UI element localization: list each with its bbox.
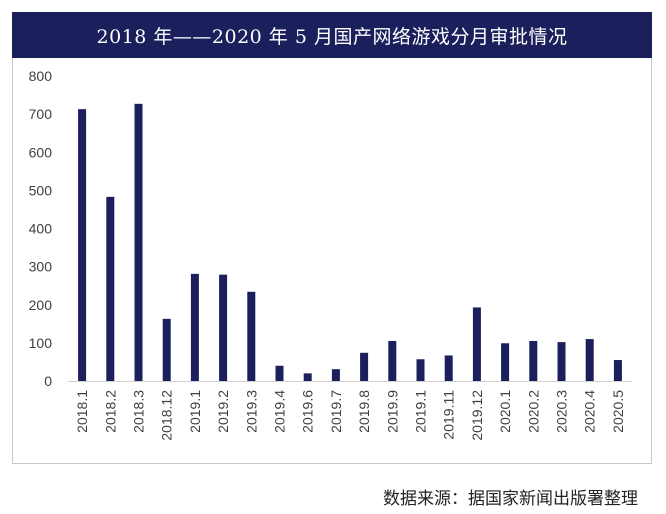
source-note: 数据来源：据国家新闻出版署整理 [383,489,638,509]
bar [134,103,143,382]
x-tick-label: 2019.3 [243,390,259,433]
y-tick-label: 0 [44,373,52,389]
y-tick-label: 100 [29,335,53,351]
x-tick-label: 2019.9 [384,390,400,433]
y-tick-label: 600 [29,144,53,160]
x-tick-label: 2020.1 [497,390,513,433]
x-tick-label: 2019.6 [300,390,316,433]
x-tick-label: 2019.1 [187,390,203,433]
bar [219,274,228,381]
chart-title: 2018 年——2020 年 5 月国产网络游戏分月审批情况 [12,12,652,58]
bar [106,196,115,381]
bar [331,369,340,381]
bar [190,273,199,381]
x-tick-label: 2019.11 [441,390,457,440]
bar [416,359,425,381]
y-axis: 0 100 200 300 400 500 600 700 800 [29,68,53,389]
y-tick-label: 200 [29,297,53,313]
x-tick-label: 2019.8 [356,390,372,433]
bar [529,340,538,381]
x-tick-label: 2019.1 [413,390,429,433]
x-tick-label: 2019.2 [215,390,231,433]
x-tick-label: 2018.2 [102,390,118,433]
x-tick-label: 2018.3 [131,390,147,433]
bar [78,109,87,381]
x-tick-label: 2018.12 [159,390,175,441]
x-tick-label: 2019.12 [469,390,485,441]
bar [388,340,397,381]
bar [303,373,312,381]
bar [613,360,622,381]
bar [444,355,453,381]
y-tick-label: 700 [29,106,53,122]
x-tick-label: 2020.5 [610,390,626,433]
x-tick-label: 2020.4 [582,390,598,433]
bar [247,291,256,381]
x-tick-label: 2019.4 [272,390,288,433]
y-tick-label: 300 [29,259,53,275]
x-tick-label: 2020.3 [554,390,570,433]
bar [472,307,481,381]
x-tick-label: 2018.1 [74,390,90,433]
y-tick-label: 800 [29,68,53,84]
y-tick-label: 400 [29,221,53,237]
x-tick-label: 2019.7 [328,390,344,433]
bar [501,343,510,381]
bar [360,352,369,381]
bar [275,365,284,381]
bar [585,339,594,381]
x-tick-label: 2020.2 [525,390,541,433]
bars-group [78,103,622,382]
bar [557,342,566,381]
bar [162,318,171,381]
y-tick-label: 500 [29,182,53,198]
chart-frame [12,12,652,464]
x-axis: 2018.1 2018.2 2018.3 2018.12 2019.1 2019.2 201… [74,390,626,441]
